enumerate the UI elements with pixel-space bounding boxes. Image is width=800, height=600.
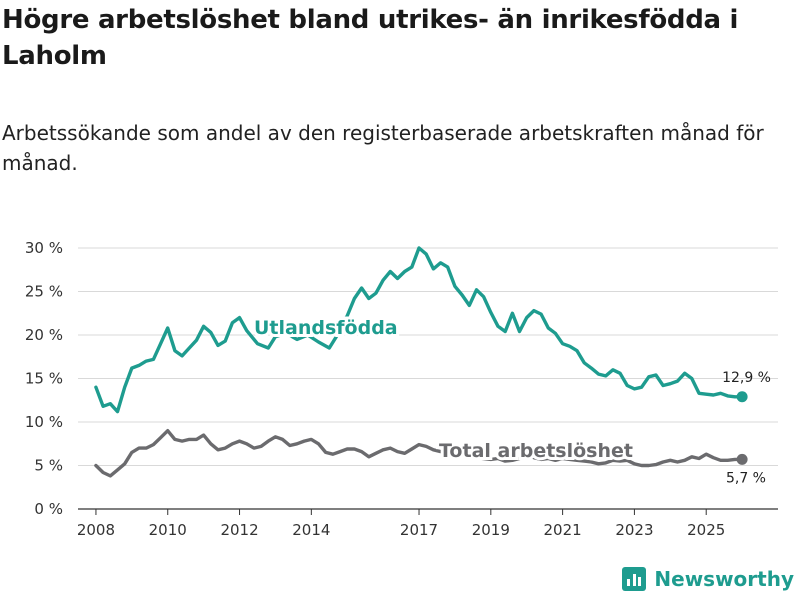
brand-name: Newsworthy bbox=[654, 567, 794, 591]
y-tick-label: 5 % bbox=[34, 457, 63, 475]
series-group bbox=[94, 246, 748, 478]
x-tick-label: 2012 bbox=[220, 521, 258, 539]
end-point-utlandsfodda bbox=[736, 391, 748, 403]
chart-title: Högre arbetslöshet bland utrikes- än inr… bbox=[2, 5, 739, 71]
series-label-utlandsfodda: Utlandsfödda bbox=[254, 317, 398, 339]
y-tick-label: 25 % bbox=[25, 283, 63, 301]
y-axis: 0 % 5 % 10 % 15 % 20 % 25 % 30 % bbox=[25, 239, 63, 518]
x-tick-label: 2021 bbox=[544, 521, 582, 539]
bar-chart-icon bbox=[622, 567, 647, 591]
x-tick-label: 2023 bbox=[615, 521, 653, 539]
y-tick-label: 0 % bbox=[34, 500, 63, 518]
x-tick-label: 2008 bbox=[77, 521, 115, 539]
series-line-utlandsfodda bbox=[94, 246, 744, 414]
y-tick-label: 20 % bbox=[25, 326, 63, 344]
x-tick-label: 2010 bbox=[149, 521, 187, 539]
end-value-label-total: 5,7 % bbox=[726, 470, 766, 486]
end-point-total bbox=[736, 453, 748, 465]
y-gridlines bbox=[78, 247, 778, 510]
y-tick-label: 30 % bbox=[25, 239, 63, 257]
brand-logo: Newsworthy bbox=[622, 564, 794, 594]
y-tick-label: 10 % bbox=[25, 413, 63, 431]
series-label-total: Total arbetslöshet bbox=[439, 440, 633, 462]
x-tick-label: 2019 bbox=[472, 521, 510, 539]
x-axis: 2008 2010 2012 2014 2017 2019 2021 2023 2025 bbox=[77, 509, 725, 539]
chart-subtitle: Arbetssökande som andel av den registerb… bbox=[2, 121, 764, 175]
x-tick-label: 2014 bbox=[292, 521, 330, 539]
x-tick-label: 2025 bbox=[687, 521, 725, 539]
end-value-label-utlandsfodda: 12,9 % bbox=[722, 370, 771, 386]
y-tick-label: 15 % bbox=[25, 370, 63, 388]
series-line-total bbox=[94, 429, 744, 478]
x-tick-label: 2017 bbox=[400, 521, 438, 539]
